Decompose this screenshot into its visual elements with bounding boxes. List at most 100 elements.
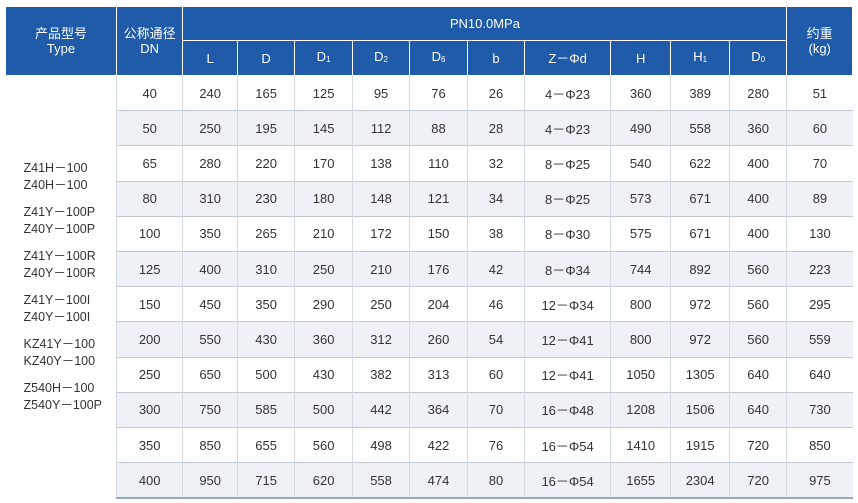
table-cell: 972: [670, 321, 730, 358]
table-row: 50 250 195 145 112 88 28 4－Φ23 490 558 360 60: [6, 110, 853, 146]
table-cell: 312: [351, 321, 410, 358]
table-cell: 76: [466, 427, 525, 463]
table-cell: 671: [670, 215, 730, 252]
table-cell: 400: [182, 251, 238, 287]
table-cell: 110: [409, 145, 468, 182]
dimension-column-header: D1: [294, 40, 353, 76]
table-cell: 1915: [670, 427, 730, 463]
type-model: KZ41Y－100: [23, 337, 96, 351]
column-header-symbol: L: [206, 50, 214, 66]
table-cell: 1655: [609, 462, 671, 500]
dimension-column-header: D2: [351, 40, 411, 76]
table-cell: 80: [466, 462, 525, 500]
table-cell: 180: [294, 180, 353, 217]
type-model: Z40Y－100I: [23, 310, 91, 324]
column-header-subscript: 1: [326, 55, 331, 64]
table-cell: 89: [786, 180, 853, 217]
table-cell: 800: [609, 286, 671, 322]
table-cell: 80: [115, 180, 183, 217]
table-cell: 500: [294, 391, 353, 428]
table-cell: 125: [294, 75, 353, 111]
table-cell: 172: [351, 215, 410, 252]
type-list-cell: Z41H－100 Z40H－100 Z41Y－100P Z40Y－100P Z41Y－1…: [5, 75, 117, 498]
dn-header: 公称通径 DN: [115, 6, 184, 76]
table-cell: 12－Φ41: [524, 321, 611, 358]
table-cell: 430: [236, 321, 295, 358]
table-cell: 40: [115, 75, 183, 111]
table-row: 65 280 220 170 138 110 32 8－Φ25 540 622 400 70: [6, 145, 853, 182]
table-cell: 550: [182, 321, 238, 358]
valve-spec-table: 产品型号 Type 公称通径 DN PN10.0MPa 约重 (kg) L D D1…: [5, 6, 853, 500]
table-cell: 400: [728, 180, 787, 217]
table-cell: 950: [182, 462, 238, 500]
table-cell: 715: [236, 462, 295, 500]
type-group: KZ41Y－100 KZ40Y－100: [24, 336, 116, 370]
table-cell: 350: [236, 286, 295, 322]
type-group: Z540H－100 Z540Y－100P: [24, 380, 116, 414]
column-header-symbol: H: [693, 49, 703, 64]
dimension-column-header: Z－Φd: [524, 40, 611, 76]
table-cell: 130: [786, 215, 853, 252]
table-cell: 265: [236, 215, 295, 252]
table-cell: 558: [351, 462, 410, 500]
table-cell: 88: [409, 110, 468, 146]
table-cell: 500: [236, 356, 295, 393]
type-group: Z41Y－100R Z40Y－100R: [24, 248, 116, 282]
table-cell: 360: [728, 110, 787, 146]
table-cell: 350: [182, 215, 238, 252]
table-row: 350 850 655 560 498 422 76 16－Φ54 1410 1915 720 850: [6, 427, 853, 463]
table-cell: 450: [182, 286, 238, 322]
type-model: Z41Y－100P: [23, 205, 96, 219]
table-cell: 195: [236, 110, 295, 146]
table-cell: 12－Φ41: [524, 356, 611, 393]
table-cell: 65: [115, 145, 183, 182]
table-cell: 12－Φ34: [524, 286, 611, 322]
table-cell: 295: [786, 286, 853, 322]
table-cell: 121: [409, 180, 468, 217]
table-row: 200 550 430 360 312 260 54 12－Φ41 800 972 560 559: [6, 321, 853, 358]
table-cell: 560: [294, 427, 353, 463]
table-cell: 4－Φ23: [524, 110, 611, 146]
table-cell: 1305: [670, 356, 730, 393]
table-cell: 585: [236, 391, 295, 428]
table-cell: 972: [670, 286, 730, 322]
table-cell: 1410: [609, 427, 671, 463]
column-header-symbol: D: [431, 49, 441, 64]
table-cell: 442: [351, 391, 410, 428]
table-cell: 850: [786, 427, 853, 463]
table-cell: 1506: [670, 391, 730, 428]
dimension-column-header: D6: [409, 40, 468, 76]
table-cell: 4－Φ23: [524, 75, 611, 111]
table-cell: 313: [409, 356, 468, 393]
dimension-column-header: L: [182, 40, 238, 76]
table-cell: 560: [728, 251, 787, 287]
table-cell: 310: [236, 251, 295, 287]
table-cell: 650: [182, 356, 238, 393]
table-cell: 540: [609, 145, 671, 182]
type-model: Z40H－100: [23, 178, 88, 192]
weight-header-unit: (kg): [808, 41, 831, 56]
table-row: 250 650 500 430 382 313 60 12－Φ41 1050 1305 640 640: [6, 356, 853, 393]
table-cell: 8－Φ34: [524, 251, 611, 287]
dimension-column-header: D0: [728, 40, 788, 76]
dimension-column-header: b: [466, 40, 526, 76]
table-cell: 364: [409, 391, 468, 428]
column-header-subscript: 2: [383, 55, 388, 64]
table-cell: 16－Φ48: [524, 391, 611, 428]
table-cell: 671: [670, 180, 730, 217]
table-cell: 850: [182, 427, 238, 463]
table-cell: 573: [609, 180, 671, 217]
table-cell: 490: [609, 110, 671, 146]
table-row: 80 310 230 180 148 121 34 8－Φ25 573 671 400 89: [6, 180, 853, 217]
table-cell: 51: [786, 75, 853, 111]
table-cell: 360: [294, 321, 353, 358]
table-cell: 892: [670, 251, 730, 287]
type-model: Z540Y－100P: [23, 398, 103, 412]
table-cell: 50: [115, 110, 183, 146]
table-row: 150 450 350 290 250 204 46 12－Φ34 800 972 560 295: [6, 286, 853, 322]
table-cell: 422: [409, 427, 468, 463]
table-cell: 498: [351, 427, 410, 463]
table-cell: 240: [182, 75, 238, 111]
table-cell: 32: [466, 145, 525, 182]
table-cell: 720: [728, 462, 787, 500]
